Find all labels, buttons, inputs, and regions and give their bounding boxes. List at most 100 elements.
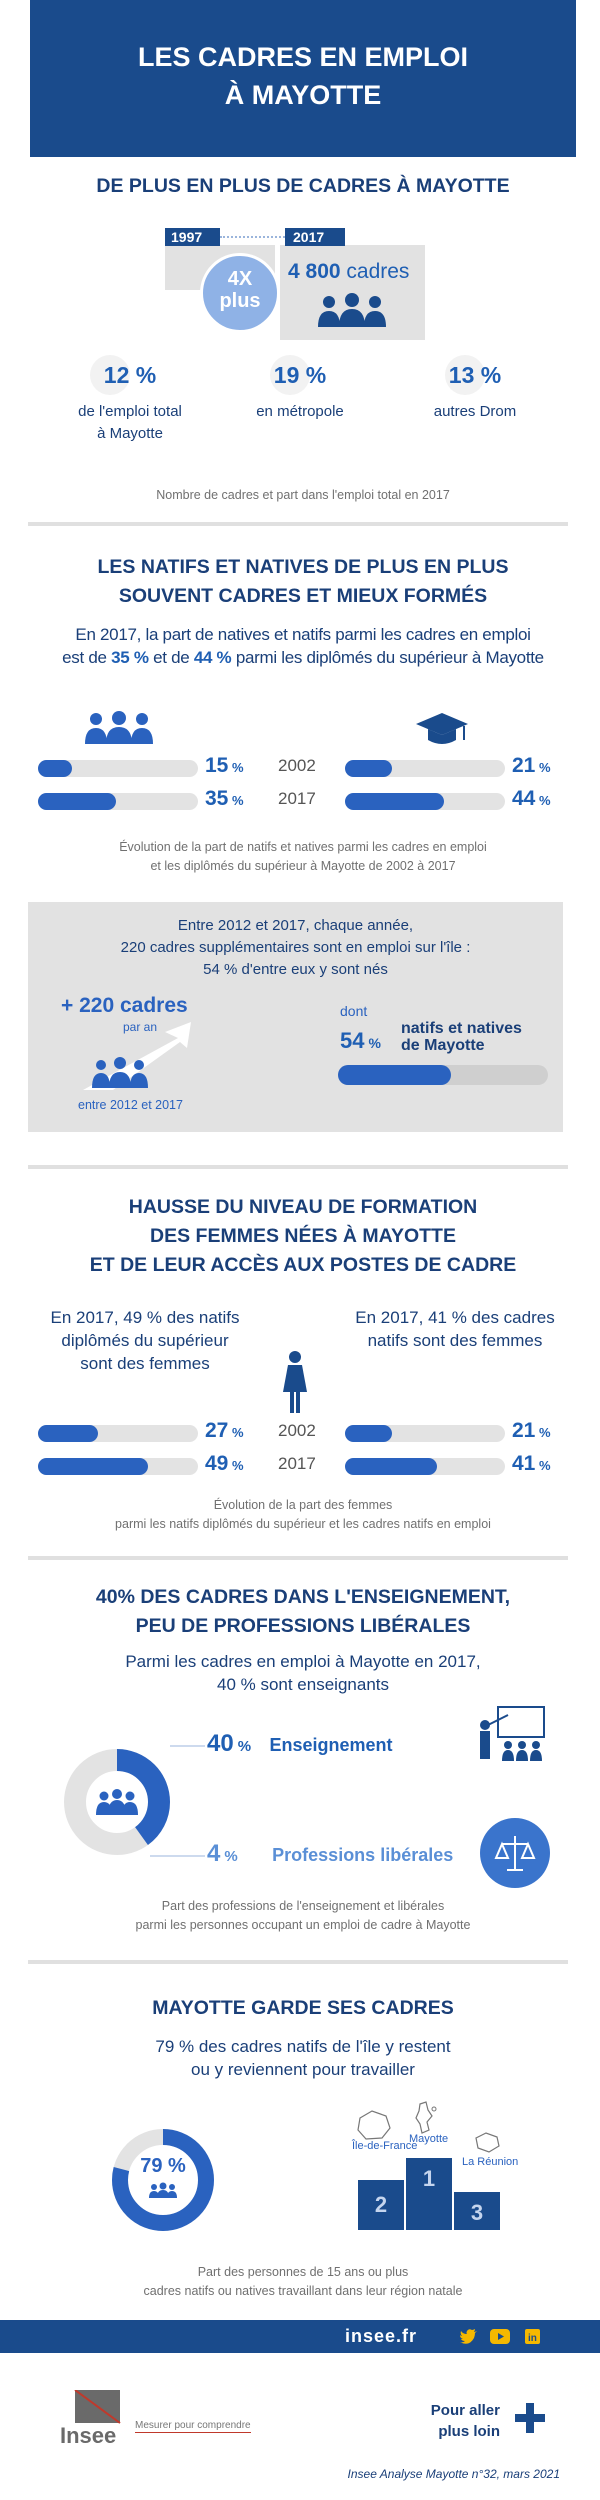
- cadres-count: 4 800 cadres: [288, 260, 409, 284]
- multiplier-top: 4X: [227, 268, 253, 290]
- bar-left-2017-fill: [38, 793, 116, 810]
- bar-left-2002: [38, 1425, 198, 1442]
- main-title-line1: LES CADRES EN EMPLOI: [137, 42, 469, 72]
- year-label-2017: 2017: [278, 789, 316, 808]
- stat-label: en métropole: [256, 403, 344, 420]
- stat-value: 12 %: [103, 362, 157, 388]
- box-big-value: + 220 cadres: [61, 994, 188, 1017]
- podium-label-ile-de-france: Île-de-France: [352, 2140, 418, 2152]
- section1-caption: Nombre de cadres et part dans l'emploi t…: [156, 488, 450, 502]
- woman-icon: [283, 1351, 307, 1413]
- podium-step-2: 2: [358, 2180, 404, 2230]
- section3-right-text: En 2017, 41 % des cadres natifs sont des…: [355, 1308, 555, 1350]
- section2-intro: En 2017, la part de natives et natifs pa…: [62, 625, 544, 667]
- bar-left-2002-value: 15 %: [205, 754, 244, 777]
- stat-emploi-total: 12 % de l'emploi total à Mayotte: [55, 350, 205, 445]
- twitter-icon[interactable]: [460, 2329, 478, 2344]
- bar-left-2017: [38, 793, 198, 810]
- stat-autres-drom: 13 % autres Drom: [400, 350, 550, 423]
- youtube-icon[interactable]: [490, 2329, 510, 2344]
- bar-left-2002-fill: [38, 760, 72, 777]
- donut-leader-lines: [150, 1745, 205, 1857]
- bar-right-2017-value: 41 %: [512, 1452, 551, 1475]
- ile-de-france-map-icon: [357, 2110, 391, 2140]
- section2-title: LES NATIFS ET NATIVES DE PLUS EN PLUS SO…: [97, 556, 509, 607]
- podium-step-1: 1: [406, 2158, 452, 2230]
- annual-increase-box: Entre 2012 et 2017, chaque année, 220 ca…: [28, 902, 563, 1132]
- plus-icon[interactable]: [515, 2403, 545, 2433]
- bar-left-2017: [38, 1458, 198, 1475]
- rising-arrow-icon: [83, 1022, 191, 1090]
- bar-right-2002-value: 21 %: [512, 1419, 551, 1442]
- divider: [28, 1556, 568, 1560]
- box-native-value: 54%: [340, 1028, 381, 1053]
- box-native-label: natifs et natives de Mayotte: [401, 1020, 522, 1054]
- la-reunion-map-icon: [475, 2132, 500, 2153]
- bar-right-2002-value: 21 %: [512, 754, 551, 777]
- publication-reference: Insee Analyse Mayotte n°32, mars 2021: [347, 2467, 560, 2481]
- teaching-share-donut: [64, 1749, 170, 1855]
- growth-circle: 4X plus: [200, 253, 280, 333]
- main-title-line2: À MAYOTTE: [224, 80, 382, 110]
- linkedin-icon[interactable]: in: [525, 2329, 540, 2344]
- section5-caption: Part des personnes de 15 ans ou plus cad…: [143, 2265, 463, 2298]
- section3-left-text: En 2017, 49 % des natifs diplômés du sup…: [50, 1308, 240, 1373]
- people-small-icon: [149, 2182, 177, 2198]
- divider: [28, 1165, 568, 1169]
- more-info-text[interactable]: Pour aller plus loin: [430, 2402, 500, 2440]
- insee-logo-text: Insee: [60, 2423, 117, 2448]
- bar-left-2017-value: 49 %: [205, 1452, 244, 1475]
- year-1997-badge: 1997: [165, 228, 220, 246]
- divider: [28, 1960, 568, 1964]
- bar-left-2017-fill: [38, 1458, 148, 1475]
- podium-step-3: 3: [454, 2192, 500, 2230]
- podium-label-mayotte: Mayotte: [409, 2133, 449, 2145]
- people-group-icon: [318, 293, 386, 327]
- section4-caption: Part des professions de l'enseignement e…: [135, 1899, 471, 1932]
- native-share-bar-fill: [338, 1065, 451, 1085]
- stay-share-donut: [112, 2129, 214, 2231]
- section1-title: DE PLUS EN PLUS DE CADRES À MAYOTTE: [96, 175, 510, 197]
- main-title: LES CADRES EN EMPLOI À MAYOTTE: [30, 0, 576, 157]
- year-2017-badge: 2017: [285, 228, 345, 246]
- insee-site-link[interactable]: insee.fr: [345, 2326, 418, 2346]
- divider: [28, 522, 568, 526]
- stat-value: 13 %: [448, 362, 502, 388]
- section4-intro: Parmi les cadres en emploi à Mayotte en …: [125, 1652, 481, 1694]
- region-podium: Île-de-France Mayotte La Réunion 2 1 3: [320, 2100, 520, 2240]
- bar-left-2002: [38, 760, 198, 777]
- native-share-bar: [338, 1065, 548, 1085]
- section2-caption: Évolution de la part de natifs et native…: [119, 840, 487, 873]
- mayotte-map-icon: [415, 2101, 437, 2134]
- section3-caption: Évolution de la part des femmes parmi le…: [115, 1498, 491, 1531]
- stat-label: de l'emploi total à Mayotte: [78, 403, 182, 442]
- stat-label: autres Drom: [433, 403, 517, 420]
- bar-right-2002: [345, 1425, 505, 1442]
- box-text: Entre 2012 et 2017, chaque année, 220 ca…: [120, 917, 471, 978]
- insee-tagline: Mesurer pour comprendre: [135, 2420, 251, 2433]
- section3-title: HAUSSE DU NIVEAU DE FORMATION DES FEMMES…: [89, 1196, 517, 1276]
- liberal-professions-icon: [480, 1818, 550, 1888]
- bar-left-2002-value: 27 %: [205, 1419, 244, 1442]
- bar-left-2002-fill: [38, 1425, 98, 1442]
- section5-title: MAYOTTE GARDE SES CADRES: [152, 1997, 454, 2019]
- cadres-growth-graphic: 1997 2017 4X plus 4 800 cadres: [160, 225, 450, 345]
- box-dont: dont: [340, 1003, 368, 1019]
- bar-right-2017-fill: [345, 793, 444, 810]
- bar-right-2002-fill: [345, 760, 392, 777]
- bar-right-2017-value: 44 %: [512, 787, 551, 810]
- stat-metropole: 19 % en métropole: [225, 350, 375, 423]
- box-period: entre 2012 et 2017: [78, 1098, 183, 1112]
- stay-share-value: 79 %: [140, 2155, 186, 2177]
- liberal-item: 4% Professions libérales: [207, 1840, 454, 1867]
- bar-right-2017-fill: [345, 1458, 437, 1475]
- bar-right-2002: [345, 760, 505, 777]
- svg-text:in: in: [528, 2333, 537, 2344]
- bar-right-2017: [345, 1458, 505, 1475]
- bar-left-2017-value: 35 %: [205, 787, 244, 810]
- cadres-count-unit: cadres: [346, 260, 410, 283]
- teacher-board-icon: [480, 1706, 545, 1761]
- section5-intro: 79 % des cadres natifs de l'île y resten…: [155, 2037, 451, 2079]
- cadres-count-number: 4 800: [288, 260, 341, 283]
- insee-logo: Insee: [60, 2389, 125, 2448]
